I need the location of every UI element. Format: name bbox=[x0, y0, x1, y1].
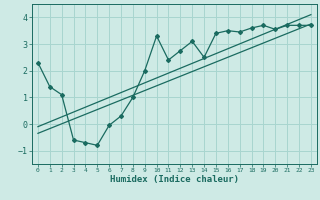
X-axis label: Humidex (Indice chaleur): Humidex (Indice chaleur) bbox=[110, 175, 239, 184]
